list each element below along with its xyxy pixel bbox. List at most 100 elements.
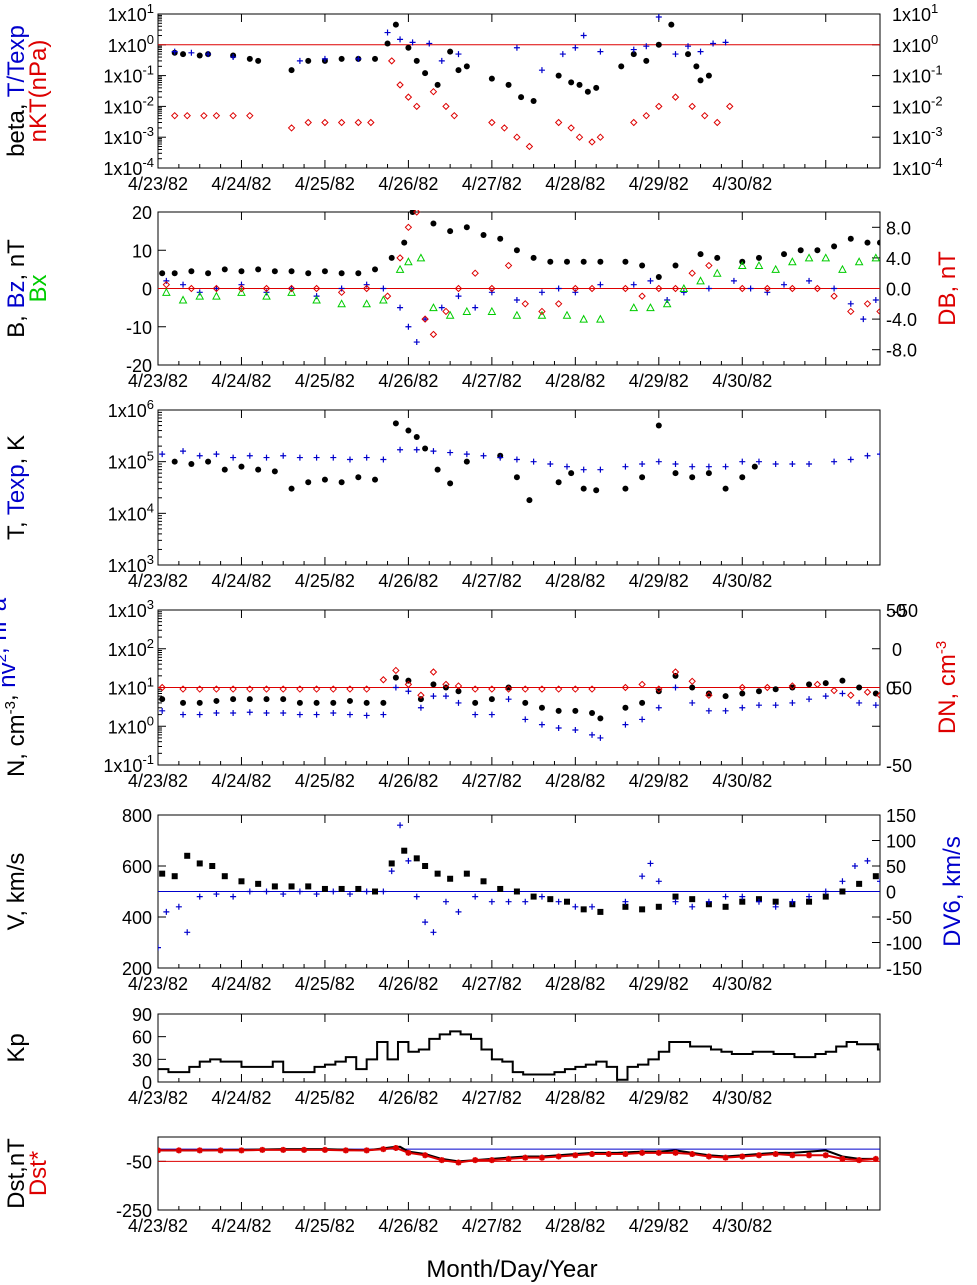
data-point xyxy=(597,466,604,473)
data-point xyxy=(380,888,387,895)
y-tick-label: 1x103 xyxy=(108,552,154,576)
data-point xyxy=(630,51,637,58)
y-tick-label-right: 50 xyxy=(886,601,906,621)
data-point xyxy=(755,1152,762,1159)
data-point xyxy=(170,111,179,120)
y-axis-label: nKT(nPa) xyxy=(25,40,52,143)
data-point xyxy=(383,292,392,300)
data-point xyxy=(287,124,296,132)
data-point xyxy=(296,711,303,718)
data-point xyxy=(362,284,371,293)
data-point xyxy=(255,466,262,473)
data-point xyxy=(714,254,721,261)
data-point xyxy=(513,456,520,463)
y-tick-label-right: -50 xyxy=(886,908,912,928)
data-point xyxy=(488,118,496,127)
data-point xyxy=(555,285,562,292)
data-point xyxy=(188,268,195,275)
data-point xyxy=(589,903,596,910)
data-point xyxy=(555,479,562,486)
data-point xyxy=(655,41,662,48)
data-point xyxy=(238,268,245,275)
data-point xyxy=(622,463,629,470)
y-tick-label-right: 0 xyxy=(886,883,896,903)
data-point xyxy=(806,461,813,468)
data-point xyxy=(588,138,596,146)
data-point xyxy=(505,684,512,691)
data-point xyxy=(342,1147,349,1154)
data-point xyxy=(597,734,604,741)
data-point xyxy=(705,1153,712,1160)
y-tick-label-right: 50 xyxy=(892,679,912,699)
data-point xyxy=(505,898,512,905)
data-point xyxy=(471,685,479,693)
panel-B: 4/23/82 4/24/82 4/25/82 4/26/82 4/27/82 4/28/… xyxy=(3,203,961,391)
data-point xyxy=(405,323,412,330)
data-point xyxy=(851,863,858,869)
data-point xyxy=(417,696,424,703)
data-point xyxy=(705,72,712,79)
series-dv6 xyxy=(158,822,880,951)
data-point xyxy=(563,258,570,265)
data-point xyxy=(647,860,654,867)
data-point xyxy=(688,677,696,686)
data-point xyxy=(455,908,462,915)
data-point xyxy=(405,1149,412,1156)
data-point xyxy=(781,281,788,288)
data-point xyxy=(338,55,345,62)
y-tick-label-right: -4.0 xyxy=(886,310,917,330)
data-point xyxy=(871,253,880,262)
data-point xyxy=(196,893,203,900)
data-point xyxy=(697,77,704,84)
data-point xyxy=(271,883,278,890)
data-point xyxy=(672,262,679,269)
data-point xyxy=(363,699,370,706)
data-point xyxy=(454,682,463,690)
data-point xyxy=(296,699,303,706)
x-tick-label: 4/28/82 xyxy=(545,571,605,591)
data-point xyxy=(822,888,829,895)
data-point xyxy=(246,709,253,716)
data-point xyxy=(405,688,412,695)
data-point xyxy=(672,1149,679,1156)
y-tick-label-right: 0.0 xyxy=(886,280,911,300)
data-point xyxy=(196,452,203,459)
data-point xyxy=(196,1147,203,1154)
data-point xyxy=(847,300,854,307)
x-tick-label: 4/30/82 xyxy=(712,771,772,791)
data-point xyxy=(401,239,408,246)
data-point xyxy=(363,454,370,461)
series-n xyxy=(159,672,879,722)
y-tick-label: 1x10-3 xyxy=(103,124,154,148)
data-point xyxy=(238,1147,245,1154)
data-point xyxy=(522,898,529,905)
data-point xyxy=(178,295,188,304)
y-axis-label: B, Bz, nT xyxy=(3,239,30,338)
data-point xyxy=(705,261,713,270)
data-point xyxy=(171,48,178,55)
data-point xyxy=(280,709,287,716)
data-point xyxy=(442,693,449,700)
data-point xyxy=(639,699,646,706)
x-tick-label: 4/28/82 xyxy=(545,1088,605,1108)
x-tick-label: 4/28/82 xyxy=(545,1216,605,1236)
data-point xyxy=(180,281,187,288)
data-point xyxy=(463,224,470,231)
x-tick-label: 4/24/82 xyxy=(211,974,271,994)
data-point xyxy=(860,316,867,323)
x-tick-label: 4/30/82 xyxy=(712,1216,772,1236)
data-point xyxy=(488,1157,495,1164)
data-point xyxy=(434,870,441,877)
data-point xyxy=(572,727,579,734)
x-tick-label: 4/29/82 xyxy=(629,371,689,391)
data-point xyxy=(255,57,262,64)
data-point xyxy=(513,474,520,481)
data-point xyxy=(346,711,353,718)
data-point xyxy=(196,711,203,718)
data-point xyxy=(679,283,689,292)
data-point xyxy=(426,40,433,47)
data-point xyxy=(230,709,237,716)
data-point xyxy=(629,303,639,312)
data-point xyxy=(671,93,680,101)
y-tick-label: 1x101 xyxy=(108,675,154,699)
